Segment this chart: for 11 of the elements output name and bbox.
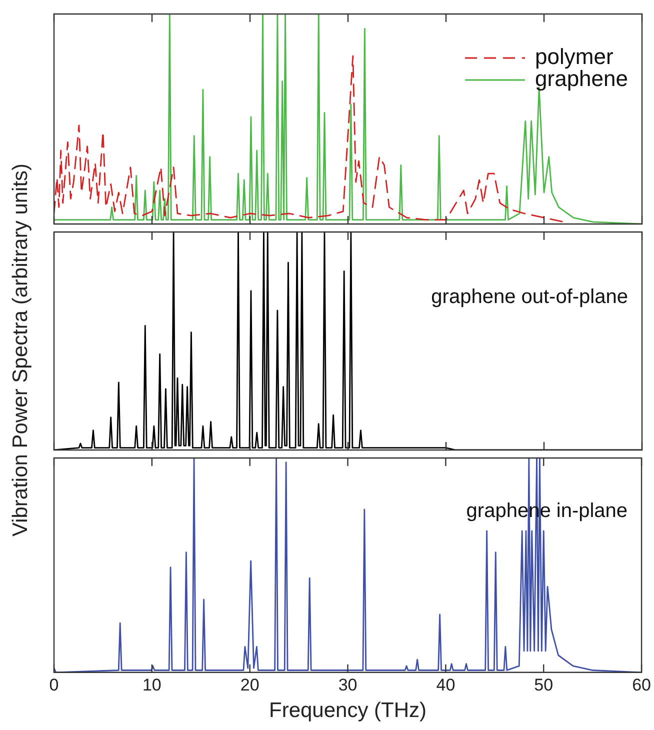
x-tick-label: 30 xyxy=(338,675,358,694)
x-axis-title: Frequency (THz) xyxy=(269,699,427,722)
y-axis-title: Vibration Power Spectra (arbitrary units) xyxy=(9,163,33,537)
legend-label: polymer xyxy=(535,44,614,70)
x-tick-label: 40 xyxy=(436,675,456,694)
x-tick-label: 50 xyxy=(534,675,554,694)
text: graphene out-of-plane xyxy=(431,286,628,308)
x-tick-label: 10 xyxy=(142,675,162,694)
x-tick-label: 0 xyxy=(49,675,59,694)
x-tick-label: 20 xyxy=(240,675,260,694)
x-tick-label: 60 xyxy=(632,675,652,694)
